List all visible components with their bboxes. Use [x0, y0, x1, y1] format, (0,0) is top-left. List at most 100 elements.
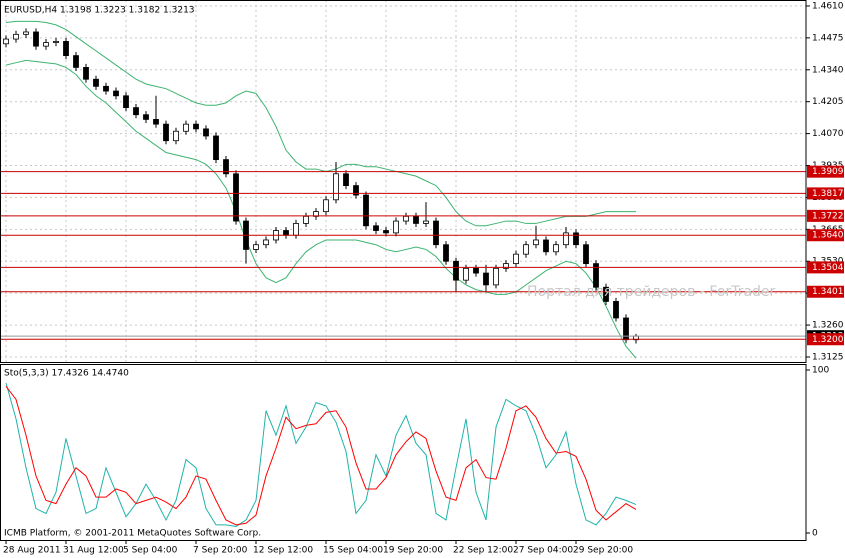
main-pane	[0, 0, 806, 362]
candle-body	[173, 130, 179, 142]
candle-body	[3, 38, 9, 45]
candle-body	[303, 215, 309, 224]
level-label-bg	[807, 165, 844, 178]
candle-body	[393, 220, 399, 234]
level-label: 1.3401	[812, 287, 844, 297]
candle-body	[603, 286, 609, 302]
candle-body	[123, 95, 129, 109]
candle-body	[283, 230, 289, 236]
level-label-bg	[807, 285, 844, 298]
candle-body	[493, 267, 499, 286]
candle-body	[573, 232, 579, 246]
candle-body	[53, 41, 59, 44]
candle-body	[83, 67, 89, 80]
candle-body	[323, 199, 329, 213]
candle-body	[523, 244, 529, 255]
candle-body	[613, 301, 619, 319]
candle-body	[183, 123, 189, 132]
candle-body	[533, 239, 539, 246]
candle-body	[373, 225, 379, 231]
candle-body	[483, 272, 489, 286]
stoch-line	[5, 382, 637, 528]
x-tick-label: 29 Sep 20:00	[573, 546, 633, 556]
y-tick-label: 1.4610	[812, 1, 844, 11]
x-tick-label: 19 Sep 20:00	[383, 546, 443, 556]
candle-body	[423, 220, 429, 224]
candle-body	[43, 42, 49, 47]
candle-body	[113, 90, 119, 97]
level-label-bg	[807, 333, 844, 346]
candle-body	[403, 215, 409, 222]
candle-body	[463, 267, 469, 281]
candle-body	[93, 78, 99, 87]
y-tick-label: 1.4205	[812, 97, 844, 107]
level-label: 1.3817	[812, 189, 844, 199]
stoch-frame	[0, 364, 807, 541]
candle-body	[363, 194, 369, 227]
level-label: 1.3640	[812, 231, 844, 241]
candle-body	[63, 41, 69, 57]
candle-body	[293, 223, 299, 236]
x-tick-label: 5 Sep 04:00	[123, 546, 178, 556]
watermark: Портал для трейдеров - ForTrader	[527, 284, 776, 300]
candle-body	[103, 85, 109, 92]
x-tick-label: 15 Sep 04:00	[323, 546, 383, 556]
footer: ICMB Platform, © 2001-2011 MetaQuotes So…	[4, 529, 261, 539]
stoch-title: Sto(5,3,3) 17.4326 14.4740	[4, 369, 129, 379]
axes: 1.46101.44751.43401.42051.40701.39351.38…	[3, 1, 844, 556]
y-tick-label: 1.4070	[812, 129, 844, 139]
candle-body	[223, 159, 229, 175]
y-tick-label: 1.4475	[812, 33, 844, 43]
candle-body	[383, 230, 389, 234]
candle-body	[73, 55, 79, 68]
candle-body	[213, 135, 219, 161]
x-tick-label: 7 Sep 20:00	[193, 546, 248, 556]
candle-body	[443, 244, 449, 262]
y-tick-label: 0	[812, 529, 818, 539]
x-tick-label: 27 Sep 04:00	[513, 546, 573, 556]
candle-body	[413, 215, 419, 224]
candle-body	[503, 263, 509, 269]
candle-body	[23, 31, 29, 35]
candle-body	[333, 173, 339, 201]
candle-body	[233, 173, 239, 222]
y-tick-label: 1.3260	[812, 321, 844, 331]
candle-body	[163, 123, 169, 142]
x-tick-label: 12 Sep 12:00	[253, 546, 313, 556]
candle-body	[553, 244, 559, 253]
level-label-bg	[807, 261, 844, 274]
candle-body	[133, 107, 139, 116]
candle-body	[203, 128, 209, 137]
candle-body	[13, 33, 19, 40]
band-lower	[5, 59, 637, 359]
level-label: 1.3909	[812, 167, 844, 177]
chart-title: EURUSD,H4 1.3198 1.3223 1.3182 1.3213	[4, 6, 195, 16]
y-tick-label: 1.4340	[812, 65, 844, 75]
y-tick-label: 1.3125	[812, 352, 844, 362]
level-label: 1.3504	[812, 263, 844, 273]
candle-body	[583, 244, 589, 265]
candle-body	[343, 173, 349, 187]
x-tick-label: 22 Sep 12:00	[453, 546, 513, 556]
level-label: 1.3200	[812, 335, 844, 345]
candle-body	[33, 31, 39, 47]
x-tick-label: 28 Aug 2011	[3, 546, 61, 556]
candle-body	[543, 239, 549, 253]
candle-body	[353, 185, 359, 196]
candle-body	[563, 232, 569, 246]
main-frame	[0, 0, 807, 363]
candle-body	[433, 220, 439, 246]
candle-body	[193, 123, 199, 130]
x-tick-label: 31 Aug 12:00	[63, 546, 124, 556]
band-upper	[5, 20, 636, 227]
level-label: 1.3722	[812, 211, 844, 221]
y-tick-label: 100	[812, 366, 829, 376]
candle-body	[513, 253, 519, 265]
stoch-line	[5, 385, 637, 526]
candle-body	[253, 244, 259, 250]
candle-body	[453, 260, 459, 281]
level-label-bg	[807, 209, 844, 222]
